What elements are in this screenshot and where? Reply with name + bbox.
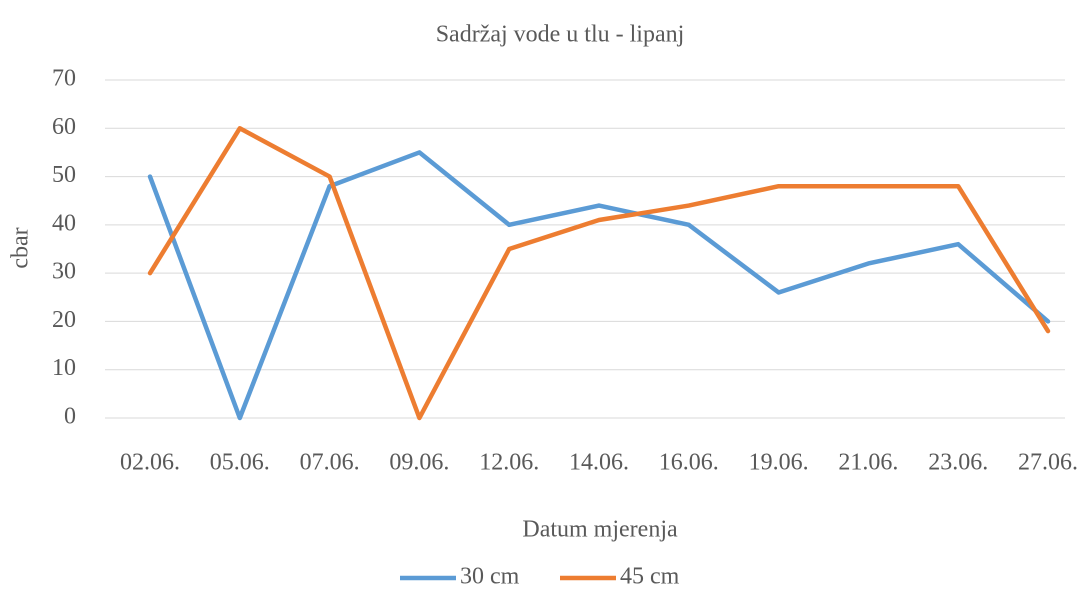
y-tick-label: 20 — [52, 307, 76, 333]
x-tick-label: 23.06. — [928, 450, 988, 476]
legend-label: 30 cm — [460, 564, 520, 590]
x-tick-label: 09.06. — [389, 450, 449, 476]
line-series — [147, 150, 1051, 421]
x-tick-label: 12.06. — [479, 450, 539, 476]
y-tick-label: 50 — [52, 162, 76, 188]
x-axis-title: Datum mjerenja — [522, 517, 678, 543]
y-tick-label: 70 — [52, 66, 76, 92]
y-tick-label: 30 — [52, 259, 76, 285]
x-tick-label: 21.06. — [838, 450, 898, 476]
y-tick-label: 60 — [52, 114, 76, 140]
chart-title: Sadržaj vode u tlu - lipanj — [436, 22, 685, 48]
x-tick-label: 05.06. — [210, 450, 270, 476]
x-tick-label: 16.06. — [659, 450, 719, 476]
y-axis-title: cbar — [8, 227, 34, 268]
x-tick-label: 19.06. — [749, 450, 809, 476]
x-tick-label: 27.06. — [1018, 450, 1078, 476]
y-tick-label: 0 — [64, 404, 76, 430]
x-tick-label: 02.06. — [120, 450, 180, 476]
legend-label: 45 cm — [620, 564, 680, 590]
y-tick-label: 10 — [52, 355, 76, 381]
x-tick-label: 07.06. — [300, 450, 360, 476]
line-series — [147, 126, 1051, 421]
x-tick-label: 14.06. — [569, 450, 629, 476]
y-tick-label: 40 — [52, 210, 76, 236]
